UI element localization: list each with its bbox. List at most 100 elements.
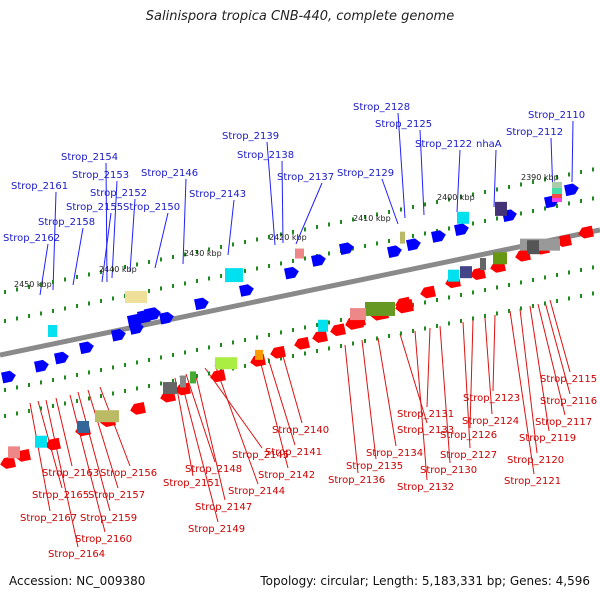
label-leader: [266, 141, 276, 246]
scale-tick: [40, 406, 42, 411]
scale-tick: [340, 219, 342, 224]
feature-block: [480, 258, 486, 270]
scale-tick: [316, 322, 318, 327]
scale-tick: [208, 371, 210, 376]
label-leader: [397, 112, 406, 219]
bottom-gene-label: Strop_2147: [195, 502, 252, 513]
bottom-gene-label: Strop_2136: [328, 475, 385, 486]
kbp-marker-label: 2450 kbp: [14, 280, 52, 289]
scale-tick: [64, 306, 66, 311]
scale-tick: [76, 398, 78, 403]
scale-tick: [496, 285, 498, 290]
feature-block: [552, 188, 562, 194]
scale-tick: [352, 246, 354, 251]
scale-tick: [52, 279, 54, 284]
top-gene-label: Strop_2155: [66, 202, 123, 213]
scale-tick: [448, 226, 450, 231]
forward-gene-arrow: [339, 242, 354, 255]
scale-tick: [256, 266, 258, 271]
reverse-gene-arrow: [45, 437, 61, 451]
top-gene-label: Strop_2154: [61, 152, 118, 163]
bottom-gene-label: Strop_2151: [163, 478, 220, 489]
scale-tick: [508, 184, 510, 189]
bottom-gene-label: Strop_2140: [272, 425, 329, 436]
label-leader: [439, 325, 451, 464]
label-leader: [99, 386, 131, 467]
feature-block: [35, 435, 47, 448]
feature-block: [350, 308, 366, 321]
scale-tick: [292, 327, 294, 332]
label-leader: [101, 212, 112, 283]
scale-tick: [388, 238, 390, 243]
feature-block: [215, 357, 237, 370]
scale-tick: [520, 306, 522, 311]
scale-tick: [544, 301, 546, 306]
bottom-gene-label: Strop_2119: [519, 433, 576, 444]
scale-tick: [76, 303, 78, 308]
bottom-gene-labels: Strop_2115 Strop_2116 Strop_2117 Strop_2119…: [20, 374, 597, 560]
feature-block: [552, 194, 562, 198]
scale-tick: [148, 383, 150, 388]
feature-block: [520, 238, 560, 251]
label-leader: [267, 357, 296, 446]
scale-tick: [352, 341, 354, 346]
bottom-gene-label: Strop_2123: [463, 393, 520, 404]
forward-gene-arrow: [387, 245, 402, 258]
scale-tick: [64, 401, 66, 406]
top-gene-label: Strop_2161: [11, 181, 68, 192]
forward-gene-arrow: [1, 370, 16, 384]
forward-gene-arrow: [159, 311, 174, 325]
scale-tick: [580, 293, 582, 298]
scale-tick: [148, 259, 150, 264]
scale-tick: [376, 241, 378, 246]
scale-tick: [484, 218, 486, 223]
scale-tick: [232, 242, 234, 247]
scale-tick: [592, 291, 594, 296]
scale-tick: [544, 206, 546, 211]
label-leader: [55, 397, 73, 467]
label-leader: [419, 129, 425, 216]
scale-tick: [112, 365, 114, 370]
label-leader: [194, 371, 226, 501]
label-leader: [544, 301, 571, 395]
top-gene-label: Strop_2110: [528, 110, 585, 121]
label-leader: [493, 149, 497, 208]
label-leader: [29, 402, 51, 512]
label-leader: [281, 160, 284, 244]
scale-tick: [76, 372, 78, 377]
scale-tick: [292, 353, 294, 358]
bottom-gene-label: Strop_2117: [535, 417, 592, 428]
feature-block: [8, 446, 20, 459]
feature-block: [125, 290, 147, 303]
scale-tick: [52, 377, 54, 382]
scale-tick: [496, 311, 498, 316]
forward-gene-arrow: [54, 351, 69, 365]
scale-tick: [268, 263, 270, 268]
bottom-gene-label: Strop_2116: [540, 396, 597, 407]
scale-tick: [580, 198, 582, 203]
scale-tick: [304, 227, 306, 232]
scale-tick: [112, 391, 114, 396]
label-leader: [484, 317, 493, 415]
bottom-gene-label: Strop_2126: [440, 430, 497, 441]
scale-tick: [244, 239, 246, 244]
scale-tick: [28, 408, 30, 413]
forward-gene-arrow: [111, 328, 126, 342]
scale-tick: [28, 313, 30, 318]
scale-tick: [196, 249, 198, 254]
reverse-gene-arrow: [0, 456, 16, 469]
scale-tick: [520, 182, 522, 187]
kbp-marker-label: 2400 kbp: [437, 193, 475, 202]
top-gene-label: Strop_2112: [506, 127, 563, 138]
label-leader: [39, 243, 49, 296]
label-leader: [399, 333, 428, 424]
label-leader: [185, 373, 216, 463]
scale-tick: [172, 378, 174, 383]
scale-tick: [460, 318, 462, 323]
scale-tick: [316, 348, 318, 353]
scale-tick: [580, 169, 582, 174]
bottom-gene-label: Strop_2131: [397, 409, 454, 420]
scale-tick: [172, 254, 174, 259]
topology-text: Topology: circular; Length: 5,183,331 bp…: [260, 574, 590, 588]
